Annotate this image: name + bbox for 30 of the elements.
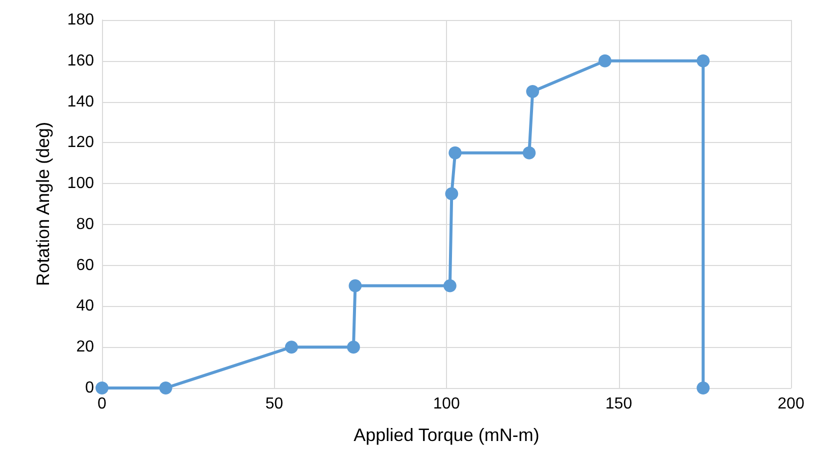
- y-tick-label: 40: [76, 298, 94, 315]
- point: [159, 382, 172, 394]
- point: [448, 146, 462, 160]
- point: [522, 146, 536, 160]
- point: [348, 279, 362, 292]
- x-tick-label: 0: [98, 396, 107, 412]
- x-tick-label: 200: [778, 396, 804, 412]
- x-tick-label: 150: [605, 396, 632, 412]
- x-axis-title: Applied Torque (mN-m): [354, 425, 540, 445]
- point: [445, 187, 458, 200]
- y-tick-label: 100: [67, 175, 94, 192]
- x-tick-label: 50: [265, 396, 284, 412]
- point: [443, 279, 456, 292]
- y-tick-label: 140: [67, 93, 94, 110]
- point: [347, 340, 360, 354]
- point: [696, 382, 710, 394]
- y-tick-label: 120: [67, 134, 94, 152]
- y-tick-label: 80: [76, 216, 94, 233]
- y-tick-label: 180: [67, 12, 94, 28]
- point: [284, 340, 298, 354]
- y-axis-title: Rotation Angle (deg): [33, 122, 53, 286]
- point: [696, 54, 710, 68]
- y-tick-label: 160: [67, 52, 94, 70]
- point: [526, 85, 540, 98]
- y-tick-label: 20: [76, 338, 94, 356]
- y-tick-label: 60: [76, 256, 94, 274]
- y-tick-label: 0: [85, 380, 94, 396]
- point: [598, 54, 612, 68]
- point: [96, 382, 108, 394]
- x-tick-label: 100: [433, 396, 460, 412]
